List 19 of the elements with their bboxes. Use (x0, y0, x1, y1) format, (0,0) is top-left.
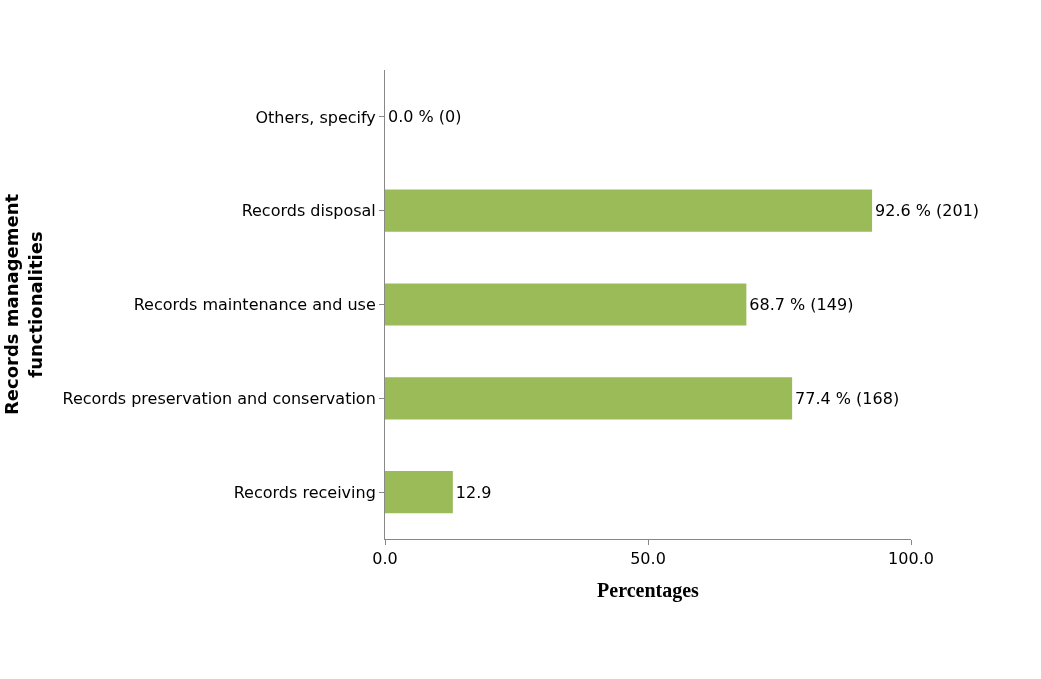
y-tick-label: Records maintenance and use (133, 295, 376, 315)
y-tick-label: Records receiving (233, 482, 376, 502)
x-axis-title: Percentages (597, 578, 700, 602)
y-axis-title: Records management functionalities (1, 193, 46, 416)
data-label: 68.7 % (149) (749, 295, 854, 315)
bar (385, 470, 453, 514)
x-tick-label: 50.0 (630, 549, 666, 569)
bar (385, 377, 793, 420)
x-tick-label: 100.0 (888, 549, 934, 569)
data-label: 12.9 (455, 482, 492, 502)
bar (385, 283, 747, 326)
x-tick-label: 0.0 (372, 549, 398, 569)
data-label: 77.4 % (168) (795, 388, 900, 408)
y-tick-label: Records disposal (241, 201, 376, 221)
data-label: 0.0 % (0) (388, 107, 462, 127)
bar (385, 189, 873, 232)
y-tick-label: Records preservation and conservation (62, 388, 376, 408)
y-tick-label: Others, specify (255, 107, 376, 127)
data-label: 92.6 % (201) (875, 201, 980, 221)
